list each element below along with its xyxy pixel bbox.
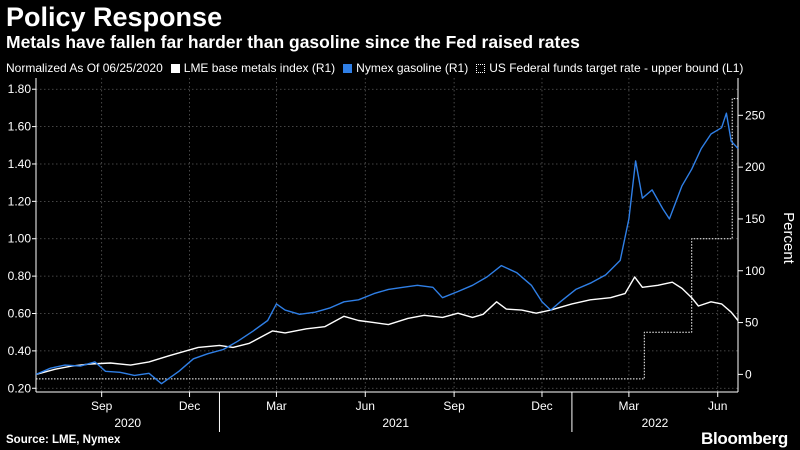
- x-tick-label: Mar: [266, 399, 287, 413]
- year-label: 2021: [382, 416, 409, 430]
- right-tick-label: 0: [745, 367, 752, 381]
- right-tick-label: 50: [745, 316, 759, 330]
- year-label: 2020: [114, 416, 141, 430]
- x-tick-label: Jun: [708, 399, 727, 413]
- left-tick-label: 0.20: [8, 381, 32, 395]
- source-note: Source: LME, Nymex: [6, 434, 121, 446]
- left-tick-label: 1.40: [8, 157, 32, 171]
- legend-item-lme: LME base metals index (R1): [170, 61, 336, 75]
- right-tick-label: 100: [745, 264, 765, 278]
- left-tick-label: 1.00: [8, 232, 32, 246]
- x-tick-label: Dec: [179, 399, 200, 413]
- legend-swatch-fed-rate: [476, 63, 486, 73]
- right-tick-label: 150: [745, 212, 765, 226]
- x-tick-label: Dec: [531, 399, 552, 413]
- right-tick-label: 250: [745, 108, 765, 122]
- bloomberg-logo: Bloomberg: [700, 429, 788, 448]
- axes: 0.20 0.40 0.60 0.80 1.00 1.20 1.40 1.60 1.80 0 50 1…: [8, 78, 797, 432]
- legend-label-fed-rate: US Federal funds target rate - upper bou…: [489, 61, 744, 75]
- chart-subtitle: Metals have fallen far harder than gasol…: [6, 32, 580, 52]
- legend-swatch-lme: [170, 63, 180, 73]
- legend-swatch-gasoline: [343, 63, 353, 73]
- legend-item-gasoline: Nymex gasoline (R1): [343, 61, 468, 75]
- series-line-lme: [35, 276, 739, 376]
- left-tick-label: 1.60: [8, 120, 32, 134]
- grid-lines: [36, 78, 738, 392]
- left-tick-label: 1.80: [8, 82, 32, 96]
- legend-normalization-note: Normalized As Of 06/25/2020: [6, 61, 163, 75]
- x-tick-label: Sep: [443, 399, 465, 413]
- chart-legend: Normalized As Of 06/25/2020 LME base met…: [6, 61, 743, 75]
- left-tick-label: 0.40: [8, 344, 32, 358]
- left-tick-label: 0.60: [8, 307, 32, 321]
- x-tick-label: Sep: [91, 399, 113, 413]
- right-tick-label: 200: [745, 160, 765, 174]
- year-label: 2022: [642, 416, 669, 430]
- legend-label-gasoline: Nymex gasoline (R1): [356, 61, 469, 75]
- x-tick-label: Mar: [619, 399, 640, 413]
- series-lines: [35, 98, 739, 385]
- x-tick-label: Jun: [356, 399, 375, 413]
- series-line-fed-rate: [36, 98, 738, 380]
- left-tick-label: 1.20: [8, 194, 32, 208]
- legend-item-fed-rate: US Federal funds target rate - upper bou…: [476, 61, 743, 75]
- chart-title: Policy Response: [6, 2, 223, 32]
- series-line-gasoline: [35, 112, 739, 385]
- legend-label-lme: LME base metals index (R1): [183, 61, 336, 75]
- right-axis-title: Percent: [780, 212, 797, 265]
- left-tick-label: 0.80: [8, 269, 32, 283]
